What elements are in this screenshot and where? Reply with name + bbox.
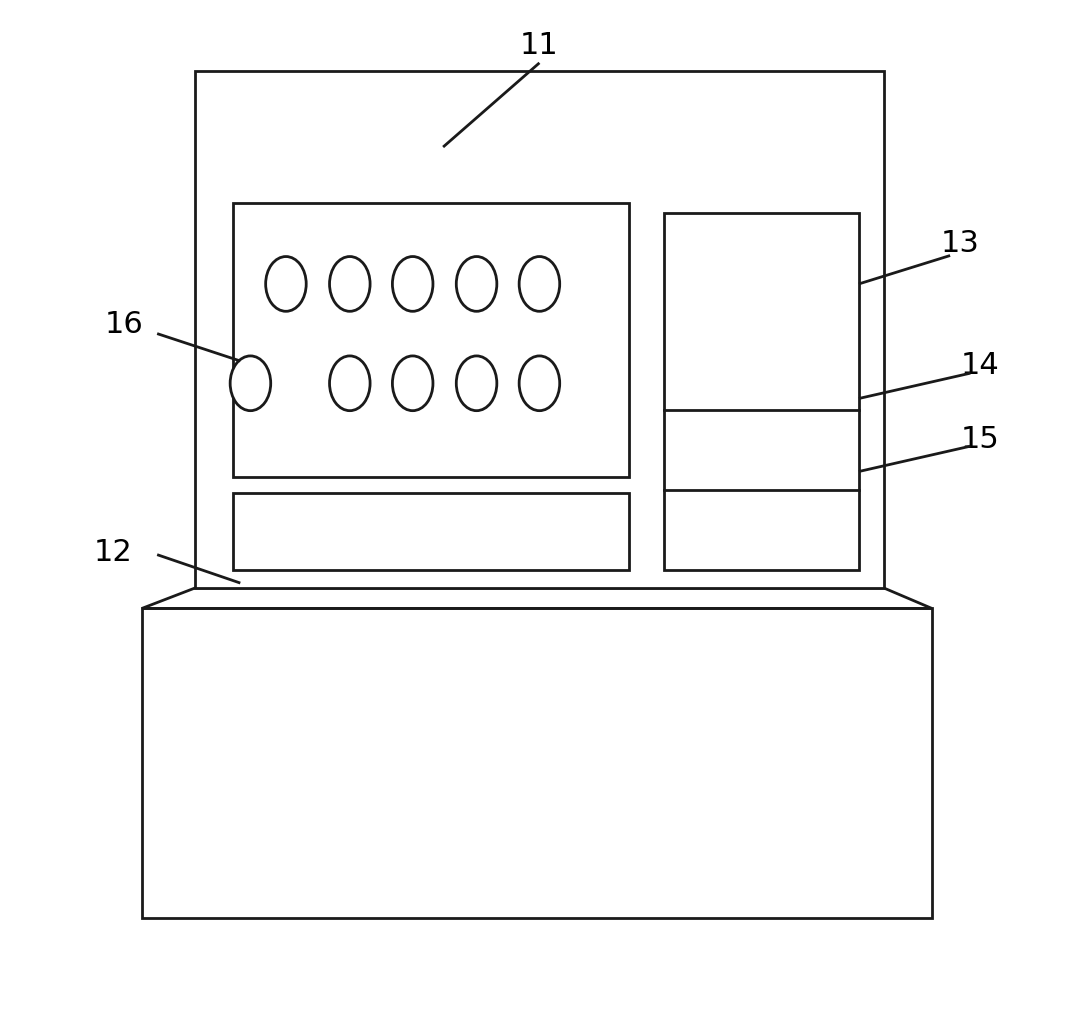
Text: 15: 15 xyxy=(962,425,1000,453)
Ellipse shape xyxy=(392,356,433,411)
Ellipse shape xyxy=(519,257,560,311)
Text: 14: 14 xyxy=(962,351,1000,379)
Bar xyxy=(195,71,884,588)
Ellipse shape xyxy=(392,257,433,311)
Bar xyxy=(233,203,628,477)
Ellipse shape xyxy=(266,257,306,311)
Ellipse shape xyxy=(330,257,370,311)
Ellipse shape xyxy=(456,257,497,311)
Ellipse shape xyxy=(330,356,370,411)
Text: 16: 16 xyxy=(105,310,143,339)
Ellipse shape xyxy=(230,356,271,411)
Text: 13: 13 xyxy=(941,229,980,258)
Bar xyxy=(664,213,859,570)
Text: 12: 12 xyxy=(94,538,133,567)
Bar xyxy=(142,608,932,918)
Bar xyxy=(233,493,628,570)
Polygon shape xyxy=(142,588,932,608)
Ellipse shape xyxy=(519,356,560,411)
Text: 11: 11 xyxy=(521,31,559,60)
Ellipse shape xyxy=(456,356,497,411)
